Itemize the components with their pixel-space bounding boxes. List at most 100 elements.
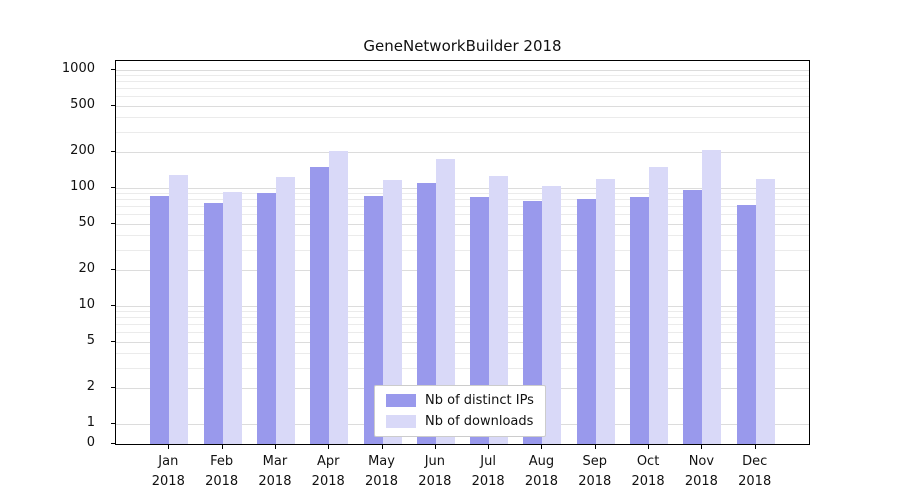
y-tick-mark	[111, 305, 115, 306]
bar-distinct-ips-oct	[630, 196, 650, 444]
x-tick-mark	[648, 445, 650, 449]
x-tick-mark	[381, 445, 383, 449]
x-tick-month: May	[368, 454, 395, 469]
x-tick-mark	[274, 445, 276, 449]
chart-title: GeneNetworkBuilder 2018	[363, 37, 562, 55]
x-tick-year: 2018	[471, 473, 505, 489]
x-tick-mark	[221, 445, 223, 449]
x-tick-mark	[594, 445, 596, 449]
gridline-major	[116, 152, 809, 154]
x-tick-label: Dec 2018	[723, 452, 787, 491]
bar-downloads-oct	[649, 166, 669, 444]
bar-distinct-ips-nov	[683, 189, 703, 444]
x-tick-year: 2018	[631, 473, 665, 489]
x-tick-label: Jan 2018	[136, 452, 200, 491]
y-tick-mark	[111, 104, 115, 106]
x-tick-label: Jun 2018	[403, 452, 467, 491]
gridline-minor	[116, 96, 809, 98]
y-tick-mark	[111, 387, 115, 389]
y-tick-label: 200	[70, 143, 95, 159]
gridline-minor	[116, 317, 809, 319]
y-tick-mark	[111, 423, 115, 424]
legend-label-distinct-ips: Nb of distinct IPs	[425, 393, 534, 408]
y-tick-label: 20	[78, 261, 95, 277]
gridline-minor	[116, 324, 809, 326]
legend: Nb of distinct IPs Nb of downloads	[374, 385, 546, 437]
y-tick-label: 2	[86, 379, 95, 395]
bar-distinct-ips-mar	[256, 193, 276, 444]
x-tick-year: 2018	[364, 473, 399, 489]
y-tick-mark	[111, 151, 115, 153]
bar-distinct-ips-apr	[310, 167, 330, 444]
x-tick-year: 2018	[684, 473, 718, 489]
gridline-minor	[116, 75, 809, 77]
gridline-minor	[116, 352, 809, 354]
x-tick-mark	[541, 445, 543, 449]
gridline-major	[116, 306, 809, 307]
gridline-minor	[116, 199, 809, 201]
bar-downloads-dec	[755, 178, 775, 444]
bar-distinct-ips-aug	[523, 200, 543, 444]
x-tick-year: 2018	[524, 473, 558, 489]
x-tick-mark	[168, 445, 170, 449]
gridline-minor	[116, 81, 809, 83]
y-tick-label: 1	[86, 415, 95, 430]
bar-downloads-may	[382, 179, 402, 444]
gridline-major	[116, 105, 809, 107]
x-tick-label: Mar 2018	[243, 452, 307, 491]
gridline-minor	[116, 311, 809, 313]
bar-distinct-ips-jan	[150, 196, 170, 444]
legend-swatch-distinct-ips	[386, 394, 416, 407]
gridline-minor	[116, 367, 809, 369]
bar-downloads-aug	[542, 185, 562, 444]
y-tick-mark	[111, 222, 115, 224]
x-tick-year: 2018	[578, 473, 612, 489]
x-tick-label: Nov 2018	[669, 452, 733, 491]
gridline-major	[116, 341, 809, 343]
y-tick-mark	[111, 269, 115, 271]
x-tick-mark	[488, 445, 490, 449]
bar-downloads-sep	[595, 178, 615, 444]
x-tick-month: Aug	[528, 454, 555, 469]
y-tick-label: 100	[70, 179, 95, 194]
x-tick-year: 2018	[151, 473, 185, 489]
bar-downloads-apr	[329, 151, 349, 444]
legend-label-downloads: Nb of downloads	[425, 414, 534, 429]
x-tick-label: Oct 2018	[616, 452, 680, 491]
gridline-minor	[116, 332, 809, 334]
y-tick-label: 10	[78, 297, 95, 312]
x-tick-month: Jun	[424, 454, 445, 469]
bar-distinct-ips-jun	[416, 183, 436, 444]
x-tick-label: Sep 2018	[563, 452, 627, 491]
bar-distinct-ips-sep	[576, 199, 596, 444]
x-tick-year: 2018	[418, 473, 452, 489]
x-tick-year: 2018	[738, 473, 772, 489]
gridline-minor	[116, 88, 809, 90]
x-tick-mark	[328, 445, 330, 449]
bar-downloads-feb	[222, 192, 242, 444]
x-tick-year: 2018	[258, 473, 292, 489]
x-tick-label: Aug 2018	[509, 452, 573, 491]
x-tick-year: 2018	[311, 473, 345, 489]
gridline-major	[116, 270, 809, 272]
legend-item-downloads: Nb of downloads	[386, 414, 534, 429]
legend-swatch-downloads	[386, 415, 416, 428]
gridline-major	[116, 70, 809, 71]
y-tick-label: 0	[86, 435, 95, 450]
x-tick-month: Dec	[742, 454, 768, 469]
bar-downloads-jan	[169, 175, 189, 444]
gridline-minor	[116, 249, 809, 251]
gridline-minor	[116, 214, 809, 216]
gridline-minor	[116, 193, 809, 195]
y-tick-mark	[111, 69, 115, 70]
x-tick-month: Jan	[158, 454, 179, 469]
x-tick-month: Oct	[636, 454, 660, 469]
x-tick-label: Feb 2018	[190, 452, 254, 491]
plot-area: Nb of distinct IPs Nb of downloads	[115, 60, 810, 445]
bar-distinct-ips-feb	[203, 202, 223, 444]
bar-downloads-mar	[275, 176, 295, 444]
x-tick-mark	[701, 445, 703, 449]
bar-distinct-ips-may	[363, 196, 383, 444]
bar-downloads-nov	[702, 149, 722, 444]
